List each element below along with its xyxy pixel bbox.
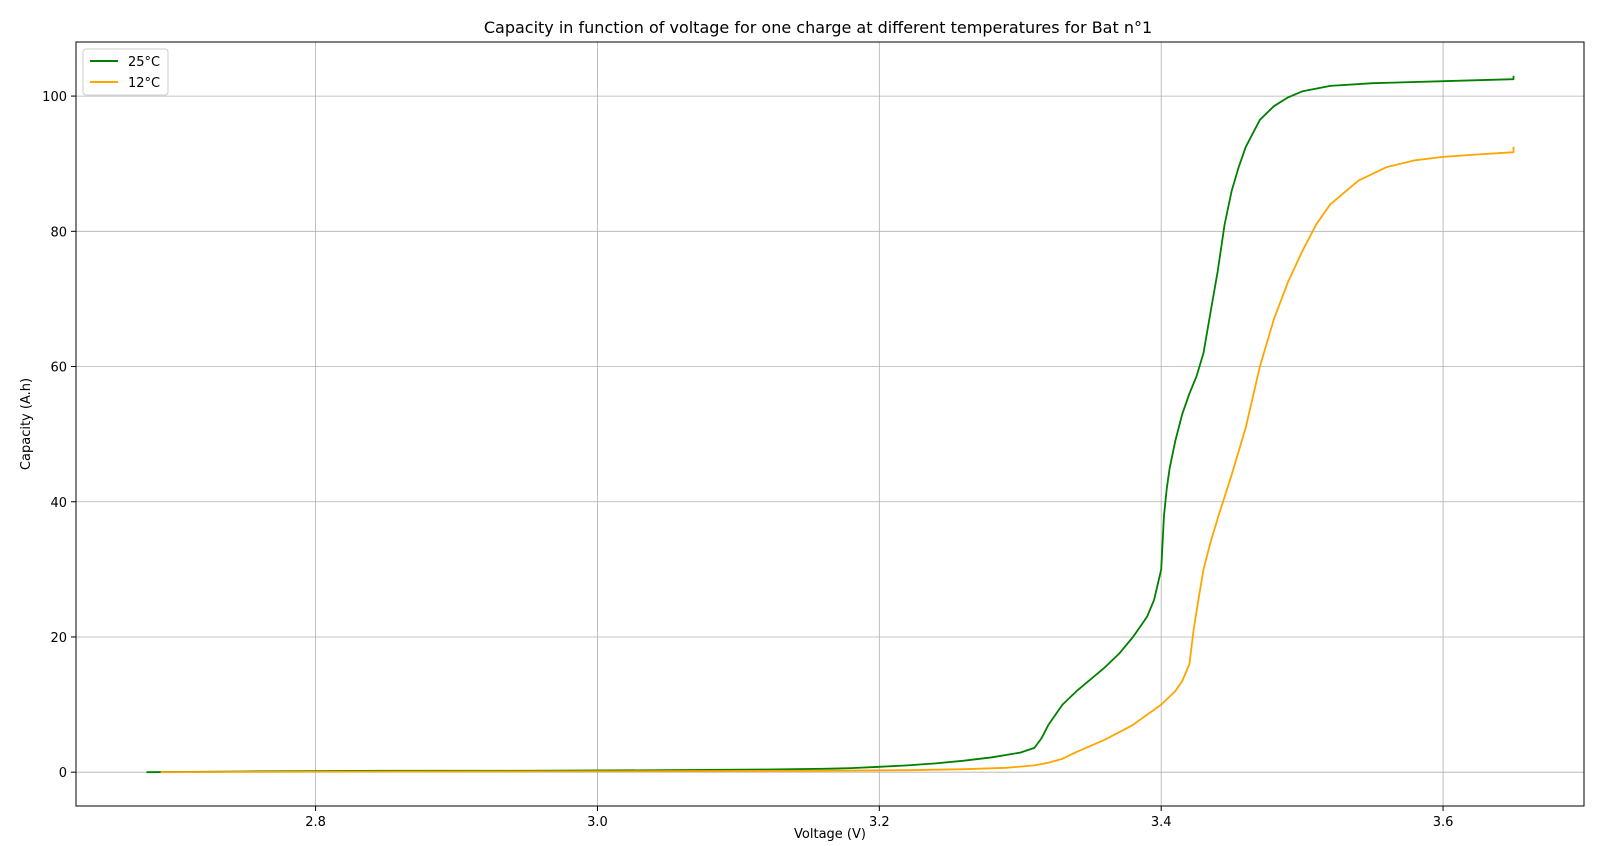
y-tick-label: 40 [50, 496, 67, 511]
legend: 25°C 12°C [82, 48, 169, 96]
plot-area [76, 42, 1584, 806]
x-tick-label: 3.2 [869, 815, 890, 830]
x-tick-label: 2.8 [305, 815, 326, 830]
series-layer [146, 75, 1515, 774]
plot-frame [75, 41, 1585, 807]
y-tick-label: 60 [50, 361, 67, 376]
y-tick-label: 0 [59, 766, 67, 781]
chart-title: Capacity in function of voltage for one … [484, 18, 1152, 37]
y-tick-label: 20 [50, 631, 67, 646]
y-axis-ticks: 0 20 40 60 80 100 [42, 90, 76, 781]
series-line-0 [146, 75, 1515, 774]
y-axis-title: Capacity (A.h) [19, 378, 34, 470]
legend-label-25c: 25°C [128, 55, 160, 70]
grid-lines [76, 42, 1584, 806]
y-tick-label: 100 [42, 90, 67, 105]
legend-label-12c: 12°C [128, 76, 160, 91]
x-axis-ticks: 2.8 3.0 3.2 3.4 3.6 [305, 806, 1453, 830]
x-tick-label: 3.0 [587, 815, 608, 830]
y-tick-label: 80 [50, 225, 67, 240]
x-axis-title: Voltage (V) [794, 827, 866, 842]
series-line-1 [160, 146, 1515, 774]
x-tick-label: 3.4 [1151, 815, 1172, 830]
x-tick-label: 3.6 [1433, 815, 1454, 830]
